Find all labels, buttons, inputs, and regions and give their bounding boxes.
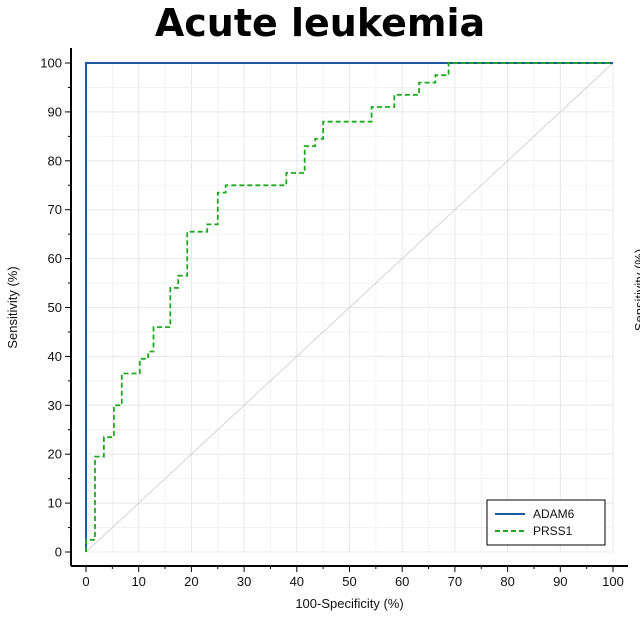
- x-tick-label: 30: [237, 574, 251, 589]
- series-line-prss1: [85, 62, 613, 552]
- legend: ADAM6 PRSS1: [486, 499, 606, 546]
- x-tick-label: 20: [184, 574, 198, 589]
- x-tick-label: 10: [131, 574, 145, 589]
- y-tick-label: 50: [48, 300, 62, 315]
- y-tick-label: 10: [48, 496, 62, 511]
- legend-box: [486, 499, 606, 546]
- y-ticks: 0 10 20 30 40 50 60 70 80 90 100: [40, 56, 71, 560]
- y-tick-label: 70: [48, 202, 62, 217]
- y-tick-label: 40: [48, 349, 62, 364]
- y-axis-title: Sensitivity (%): [5, 266, 20, 348]
- legend-label-prss1: PRSS1: [533, 524, 573, 538]
- y-tick-label: 90: [48, 104, 62, 119]
- y-tick-label: 20: [48, 447, 62, 462]
- y-tick-label: 30: [48, 398, 62, 413]
- x-tick-label: 100: [602, 574, 624, 589]
- y-tick-label: 100: [40, 56, 62, 71]
- y-tick-label: 60: [48, 251, 62, 266]
- y-tick-label: 80: [48, 153, 62, 168]
- x-tick-label: 60: [395, 574, 409, 589]
- y-tick-label: 0: [55, 545, 62, 560]
- x-tick-label: 90: [553, 574, 567, 589]
- x-ticks: 0 10 20 30 40 50 60 70 80 90 100: [82, 566, 624, 589]
- reference-diagonal: [85, 62, 614, 553]
- x-tick-label: 0: [82, 574, 89, 589]
- x-axis-title: 100-Specificity (%): [295, 596, 403, 611]
- series-group: [85, 62, 613, 552]
- x-tick-label: 40: [290, 574, 304, 589]
- legend-label-adam6: ADAM6: [533, 507, 575, 521]
- x-tick-label: 70: [448, 574, 462, 589]
- x-tick-label: 50: [342, 574, 356, 589]
- cropped-right-axis-title: Sensitivity (%): [632, 249, 640, 331]
- series-line-adam6: [85, 62, 613, 552]
- x-tick-label: 80: [500, 574, 514, 589]
- chart-title: Acute leukemia: [154, 1, 486, 45]
